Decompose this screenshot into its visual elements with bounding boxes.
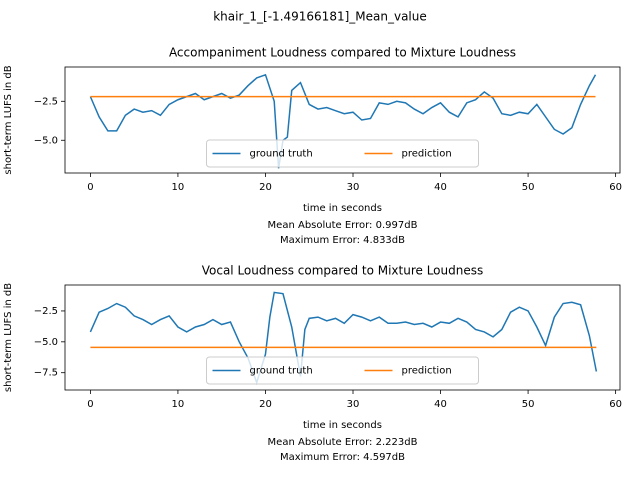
legend-box [206, 356, 479, 385]
x-tick-label: 0 [87, 182, 93, 193]
chart-title: Accompaniment Loudness compared to Mixtu… [169, 46, 516, 60]
x-tick-label: 40 [434, 399, 447, 410]
data-line [89, 291, 598, 385]
x-tick-label: 50 [522, 399, 535, 410]
legend-label: ground truth [250, 149, 313, 160]
y-tick-label: −5.0 [34, 337, 58, 348]
data-line [89, 73, 597, 169]
y-tick-label: −7.5 [34, 368, 58, 379]
x-tick-label: 0 [87, 399, 93, 410]
x-tick-label: 20 [259, 399, 272, 410]
chart-title: Vocal Loudness compared to Mixture Loudn… [202, 264, 484, 278]
x-tick-label: 10 [172, 182, 185, 193]
x-axis-label: time in seconds [303, 203, 382, 214]
y-axis-label: short-term LUFS in dB [3, 65, 14, 174]
figure-title: khair_1_[-1.49166181]_Mean_value [213, 10, 427, 24]
legend-label: prediction [402, 149, 452, 160]
y-tick-label: −2.5 [34, 96, 58, 107]
legend-label: prediction [402, 366, 452, 377]
x-tick-label: 30 [347, 182, 360, 193]
legend-box [206, 139, 479, 168]
y-tick-label: −5.0 [34, 135, 58, 146]
axes-frame [64, 284, 621, 391]
annotation: Maximum Error: 4.597dB [280, 452, 405, 463]
x-tick-label: 40 [434, 182, 447, 193]
legend-label: ground truth [250, 366, 313, 377]
y-tick-label: −2.5 [34, 306, 58, 317]
annotation: Mean Absolute Error: 2.223dB [268, 437, 418, 448]
x-tick-label: 10 [172, 399, 185, 410]
x-tick-label: 60 [609, 182, 622, 193]
x-tick-label: 20 [259, 182, 272, 193]
y-axis-label: short-term LUFS in dB [3, 283, 14, 392]
x-tick-label: 60 [609, 399, 622, 410]
axes-frame [64, 66, 621, 174]
x-tick-label: 50 [522, 182, 535, 193]
x-tick-label: 30 [347, 399, 360, 410]
annotation: Maximum Error: 4.833dB [280, 235, 405, 246]
annotation: Mean Absolute Error: 0.997dB [268, 220, 418, 231]
x-axis-label: time in seconds [303, 420, 382, 431]
